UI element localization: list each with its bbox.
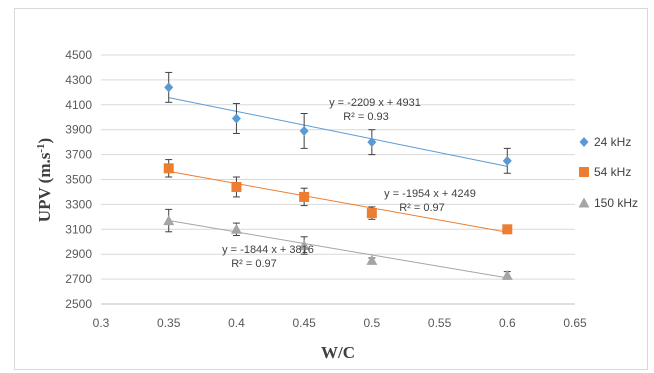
gridlines — [101, 54, 575, 280]
series-3-trend-equation: y = -1844 x + 3816 — [222, 244, 314, 256]
series-2-legend-label: 54 kHz — [594, 165, 631, 179]
series-1-trend-r2: R² = 0.93 — [343, 111, 389, 123]
series-1-point — [367, 137, 377, 148]
x-axis-title: W/C — [321, 343, 355, 362]
y-tick-4300: 4300 — [65, 73, 92, 87]
series-1-point — [502, 155, 512, 166]
series-2-legend-marker — [579, 167, 589, 177]
x-tick-0.3: 0.3 — [93, 316, 110, 330]
series-2-point — [502, 224, 513, 235]
series-1-legend-marker — [579, 137, 589, 147]
y-tick-labels: 2500 2700 2900 3100 3300 3500 3700 3900 4100 4300… — [65, 48, 92, 311]
series-3-point — [366, 254, 378, 265]
trend-equations: y = -2209 x + 4931 R² = 0.93 y = -1954 x +… — [222, 97, 476, 270]
y-tick-3300: 3300 — [65, 197, 92, 211]
series-3-point — [163, 215, 175, 226]
chart-frame — [14, 8, 648, 370]
y-axis-title-end: ) — [35, 138, 54, 144]
series-2-point — [231, 181, 242, 192]
y-tick-2900: 2900 — [65, 247, 92, 261]
series-1-point — [231, 113, 241, 124]
y-axis-title-main: UPV (m.s — [35, 152, 54, 222]
series-3-legend-label: 150 kHz — [594, 196, 638, 210]
series-3-point — [230, 223, 242, 234]
x-tick-0.6: 0.6 — [499, 316, 516, 330]
x-tick-0.55: 0.55 — [428, 316, 452, 330]
x-tick-0.5: 0.5 — [364, 316, 381, 330]
series-1-legend-label: 24 kHz — [594, 135, 631, 149]
series-1-point — [299, 125, 309, 136]
data-markers — [163, 82, 513, 280]
series-3-point — [501, 269, 513, 280]
series-3-legend-marker — [578, 197, 590, 208]
series-1-point — [164, 82, 174, 93]
x-tick-labels: 0.3 0.35 0.4 0.45 0.5 0.55 0.6 0.65 — [93, 316, 587, 330]
legend: 24 kHz 54 kHz 150 kHz — [578, 135, 638, 210]
trendlines — [168, 97, 508, 279]
series-2-point — [163, 163, 174, 174]
y-tick-3700: 3700 — [65, 148, 92, 162]
series-1-trendline — [168, 97, 508, 167]
y-tick-2700: 2700 — [65, 272, 92, 286]
series-2-point — [299, 191, 310, 202]
series-2-trend-r2: R² = 0.97 — [399, 202, 445, 214]
x-tick-0.35: 0.35 — [157, 316, 181, 330]
series-1-trend-equation: y = -2209 x + 4931 — [329, 97, 421, 109]
y-tick-3100: 3100 — [65, 222, 92, 236]
y-tick-3500: 3500 — [65, 173, 92, 187]
series-2-trend-equation: y = -1954 x + 4249 — [384, 188, 476, 200]
series-3-trendline — [168, 220, 508, 279]
x-tick-0.65: 0.65 — [563, 316, 587, 330]
y-tick-4100: 4100 — [65, 98, 92, 112]
y-tick-2500: 2500 — [65, 297, 92, 311]
x-tick-0.45: 0.45 — [292, 316, 316, 330]
y-axis-title: UPV (m.s-1) — [35, 138, 54, 222]
y-axis-title-sup: -1 — [35, 143, 47, 152]
series-3-point — [298, 239, 310, 250]
y-tick-4500: 4500 — [65, 48, 92, 62]
x-tick-0.4: 0.4 — [228, 316, 245, 330]
series-3-trend-r2: R² = 0.97 — [231, 258, 277, 270]
series-2-point — [366, 208, 377, 219]
series-2-trendline — [168, 170, 508, 233]
y-tick-3900: 3900 — [65, 123, 92, 137]
